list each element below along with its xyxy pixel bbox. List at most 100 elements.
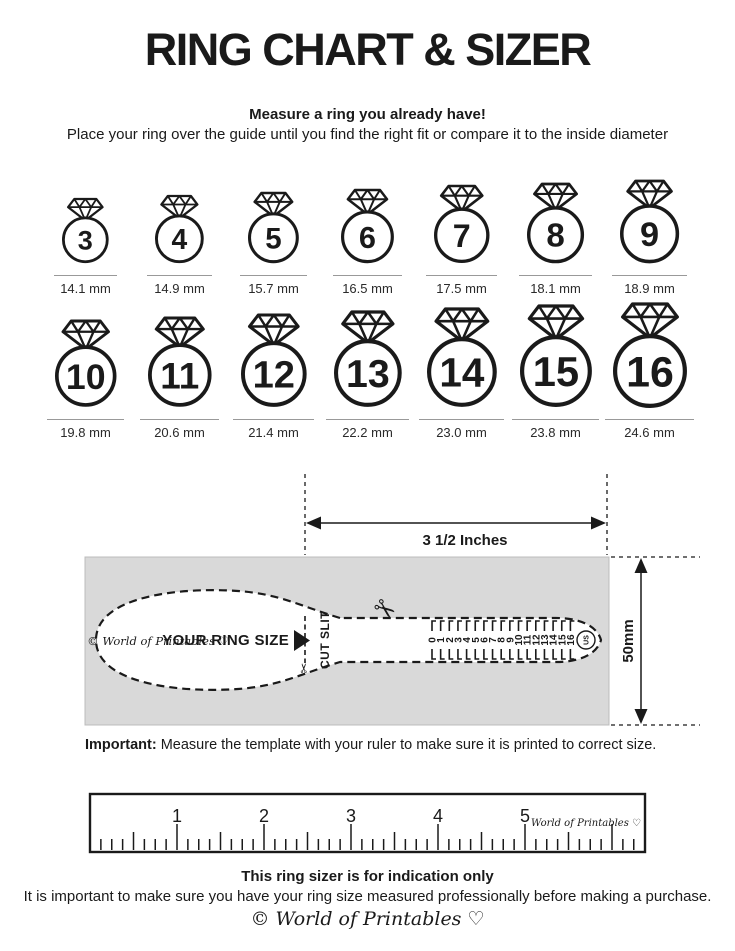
scale-tick-bottom — [439, 649, 445, 660]
diamond-facets — [249, 313, 298, 346]
ring-size-number: 14 — [439, 350, 485, 396]
scale-tick-bottom — [535, 649, 540, 660]
scale-number: 7 — [488, 637, 499, 643]
ring-size-number: 5 — [265, 222, 281, 255]
scale-tick-top — [474, 620, 480, 631]
scale-tick-bottom — [517, 649, 523, 660]
diamond-facets — [342, 310, 393, 344]
scale-tick-bottom — [500, 649, 506, 660]
ring-band — [54, 345, 117, 408]
ring-diameter-label: 17.5 mm — [436, 281, 487, 296]
height-dimension-label: 50mm — [620, 619, 637, 662]
diamond-outline — [346, 188, 389, 216]
scale-tick-bottom — [457, 649, 462, 660]
inside-diameter-line — [240, 275, 307, 276]
diamond-outline — [61, 319, 110, 351]
diamond-outline — [533, 182, 578, 212]
intro-block: Measure a ring you already have! Place y… — [0, 105, 735, 144]
diamond-ring-icon: 12 — [240, 313, 307, 408]
ring-band — [519, 335, 592, 408]
ring-size-number: 7 — [453, 218, 471, 254]
diamond-outline — [620, 302, 679, 340]
ruler-inch-number: 1 — [172, 806, 182, 826]
scale-tick-bottom — [491, 649, 497, 660]
ring-band — [62, 216, 109, 264]
us-badge-circle — [576, 630, 596, 650]
scale-tick-top — [448, 620, 454, 631]
important-note-prefix: Important: — [85, 737, 157, 753]
ring-band — [526, 205, 585, 264]
scale-tick-top — [569, 620, 575, 631]
diamond-ring-icon: 6 — [341, 188, 394, 264]
ring-size-number: 8 — [546, 217, 564, 254]
page-title: RING CHART & SIZER — [144, 24, 592, 75]
diamond-facets — [347, 188, 388, 215]
diamond-ring-icon: 13 — [333, 310, 402, 408]
inside-diameter-line — [611, 275, 688, 276]
ring-diameter-label: 14.1 mm — [60, 281, 111, 296]
scale-tick-top — [535, 620, 540, 631]
diamond-facets — [627, 179, 672, 209]
ring-size-number: 12 — [252, 355, 294, 397]
diamond-outline — [67, 197, 104, 222]
diamond-facets — [534, 182, 577, 211]
ring-diameter-label: 16.5 mm — [342, 281, 393, 296]
ring-size-11: 11 20.6 mm — [133, 300, 227, 440]
scale-tick-top — [552, 620, 558, 631]
ring-size-8: 8 18.1 mm — [509, 162, 603, 296]
ring-band — [147, 343, 212, 408]
scale-tick-top — [491, 620, 497, 631]
scale-tick-bottom — [483, 649, 488, 660]
scale-tick-bottom — [465, 649, 471, 660]
diamond-facets — [62, 320, 109, 350]
scale-tick-bottom — [474, 649, 480, 660]
ring-band — [341, 210, 394, 264]
scale-number: 14 — [549, 634, 560, 646]
ruler-body — [88, 792, 647, 854]
ring-size-9: 9 18.9 mm — [603, 162, 697, 296]
ring-size-12: 12 21.4 mm — [227, 300, 321, 440]
ring-size-10: 10 19.8 mm — [39, 300, 133, 440]
scale-number: 4 — [462, 637, 473, 643]
ring-size-number: 13 — [346, 352, 390, 396]
diamond-facets — [155, 317, 204, 348]
diamond-facets — [68, 198, 103, 221]
diamond-ring-icon: 4 — [155, 194, 204, 264]
ring-diameter-label: 22.2 mm — [342, 425, 393, 440]
diamond-outline — [253, 191, 294, 218]
ring-size-13: 13 22.2 mm — [321, 300, 415, 440]
scale-number: 12 — [531, 634, 542, 646]
ring-size-number: 16 — [626, 348, 674, 396]
diamond-ring-icon: 8 — [526, 182, 585, 264]
inside-diameter-line — [511, 419, 600, 420]
ring-diameter-label: 23.8 mm — [530, 425, 581, 440]
cut-slit-scissors-icon: ✂ — [297, 662, 312, 673]
diamond-ring-icon: 14 — [426, 307, 497, 408]
ring-band — [248, 212, 299, 264]
scale-tick-top — [483, 620, 488, 631]
scale-tick-top — [517, 620, 523, 631]
ruler-inch-number: 2 — [259, 806, 269, 826]
ring-diameter-label: 20.6 mm — [154, 425, 205, 440]
diamond-outline — [154, 316, 205, 349]
inside-diameter-line — [604, 419, 695, 420]
inside-diameter-line — [518, 275, 593, 276]
ring-band — [155, 214, 204, 264]
diamond-outline — [527, 304, 584, 341]
scale-number: 6 — [479, 637, 490, 643]
diamond-outline — [434, 307, 489, 343]
ring-diameter-label: 18.9 mm — [624, 281, 675, 296]
inside-diameter-line — [425, 275, 498, 276]
ring-size-16: 16 24.6 mm — [603, 300, 697, 440]
scale-number: 0 — [428, 637, 439, 643]
scale-number: 5 — [471, 637, 482, 643]
diamond-facets — [254, 191, 293, 217]
arrowhead-up — [634, 558, 648, 573]
scale-tick-bottom — [560, 649, 566, 660]
ruler-inch-number: 3 — [346, 806, 356, 826]
important-note-text: Measure the template with your ruler to … — [156, 737, 657, 753]
us-badge-label: US — [584, 635, 591, 645]
scale-number: 1 — [436, 637, 447, 643]
ring-size-5: 5 15.7 mm — [227, 162, 321, 296]
scale-tick-top — [526, 620, 532, 631]
